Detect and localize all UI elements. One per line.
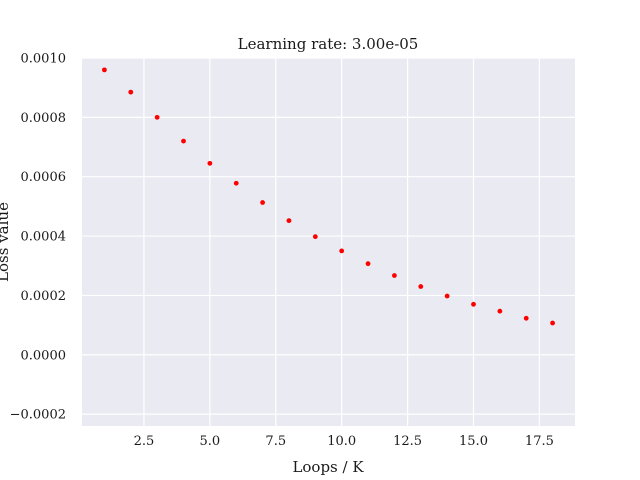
y-tick-label: 0.0008 xyxy=(21,111,67,126)
x-tick-label: 15.0 xyxy=(459,434,488,449)
x-axis-label: Loops / K xyxy=(292,458,364,476)
data-point xyxy=(471,301,476,307)
x-tick-label: 2.5 xyxy=(134,434,155,449)
data-point xyxy=(233,180,239,186)
x-tick-labels: 2.5 5.0 7.5 10.0 12.5 15.0 17.5 xyxy=(134,434,554,449)
chart-title: Learning rate: 3.00e-05 xyxy=(238,35,419,53)
data-point xyxy=(102,67,107,73)
data-points xyxy=(102,67,555,326)
y-tick-labels: −0.0002 0.0000 0.0002 0.0004 0.0006 0.0008 0.0… xyxy=(10,52,66,423)
x-tick-label: 17.5 xyxy=(525,434,554,449)
data-point xyxy=(286,218,292,224)
y-tick-label: −0.0002 xyxy=(10,408,66,423)
y-tick-label: 0.0006 xyxy=(21,170,67,185)
data-point xyxy=(260,200,265,205)
y-gridlines xyxy=(82,57,575,415)
data-point xyxy=(444,293,450,299)
data-point xyxy=(128,89,134,95)
data-point xyxy=(523,315,529,321)
y-tick-label: 0.0000 xyxy=(21,348,67,363)
y-tick-label: 0.0010 xyxy=(21,52,67,67)
data-point xyxy=(181,138,186,144)
x-tick-label: 12.5 xyxy=(393,434,422,449)
data-point xyxy=(497,308,503,314)
data-point xyxy=(312,234,318,240)
data-point xyxy=(207,160,213,166)
y-tick-label: 0.0004 xyxy=(21,230,67,245)
y-axis-label: Loss value xyxy=(0,202,12,282)
data-point xyxy=(339,248,345,254)
x-tick-label: 7.5 xyxy=(265,434,286,449)
x-tick-label: 10.0 xyxy=(327,434,356,449)
data-point xyxy=(418,284,424,289)
y-tick-label: 0.0002 xyxy=(21,289,67,304)
x-gridlines xyxy=(143,58,541,426)
data-point xyxy=(550,320,555,326)
data-point xyxy=(365,261,371,267)
x-tick-label: 5.0 xyxy=(200,434,221,449)
plot-area xyxy=(82,58,575,426)
data-point xyxy=(154,114,160,120)
data-point xyxy=(392,273,397,278)
